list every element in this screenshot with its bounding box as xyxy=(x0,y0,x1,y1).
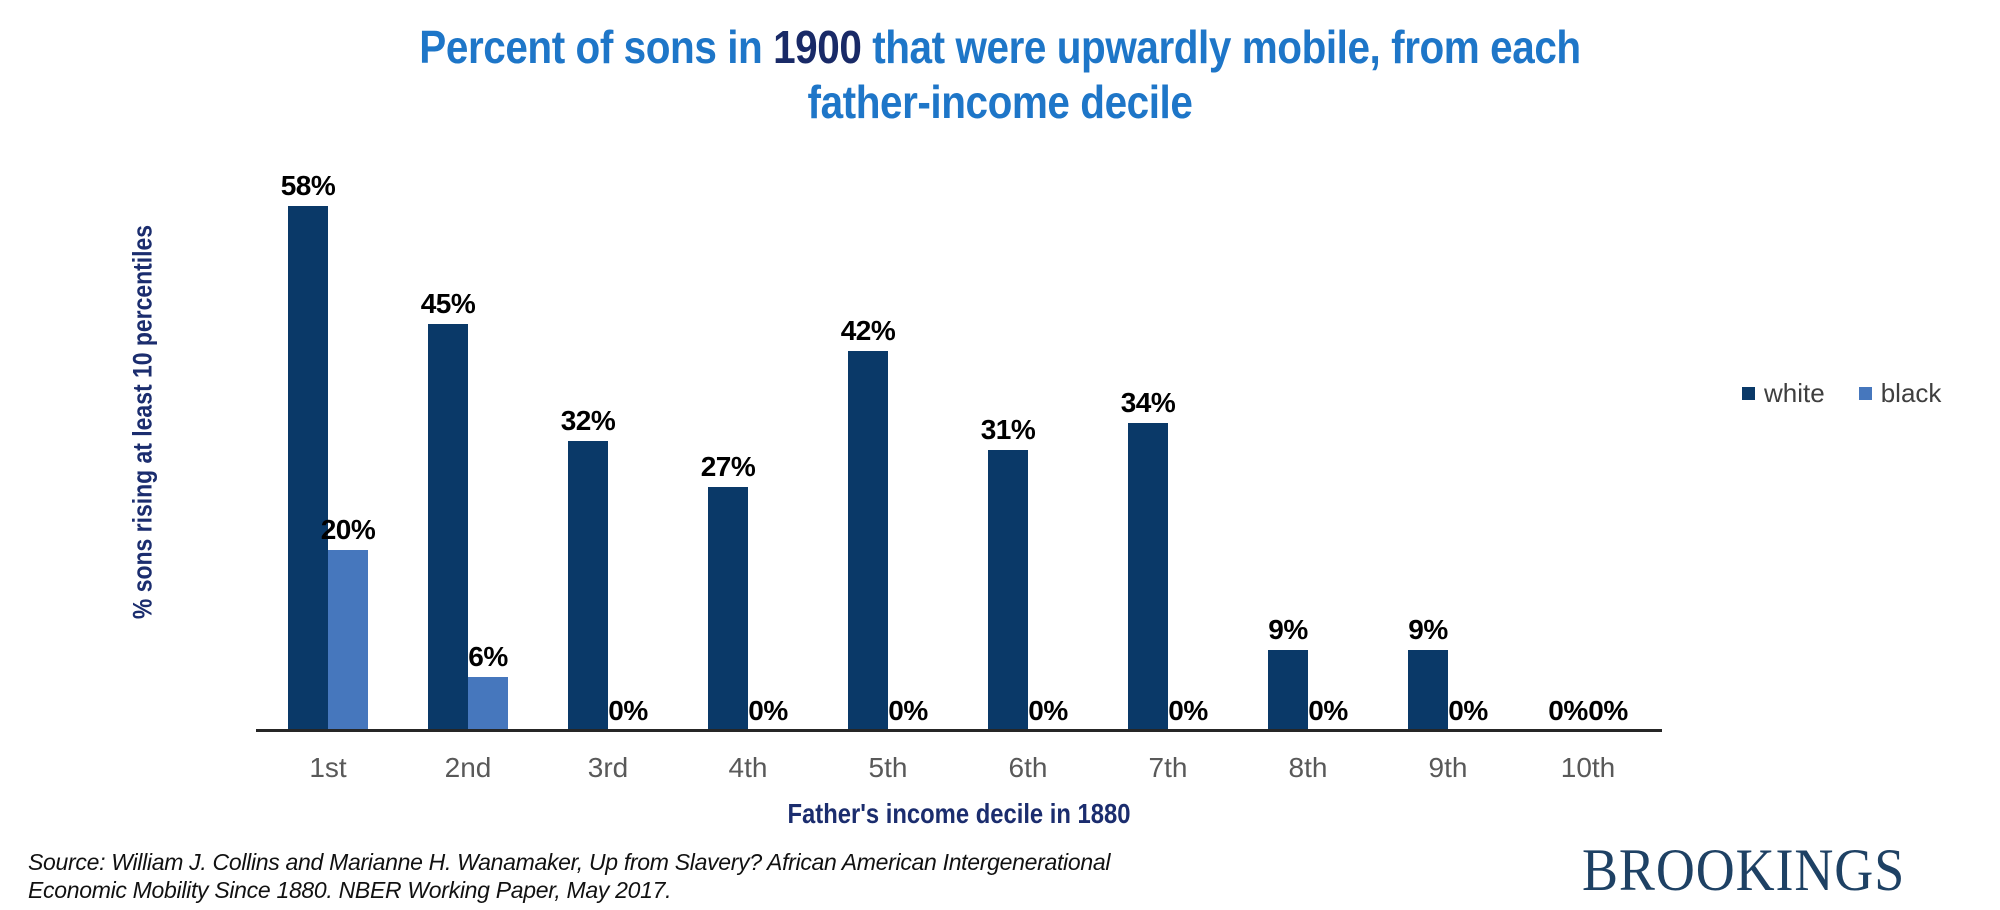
x-tick-4th: 4th xyxy=(728,752,768,783)
x-tick-2nd: 2nd xyxy=(444,752,492,783)
chart-title-text: Percent of sons in xyxy=(419,21,774,73)
bar-label-black-3rd: 0% xyxy=(608,695,648,726)
bar-label-white-7th: 34% xyxy=(1120,387,1176,418)
legend-label-white: white xyxy=(1764,378,1825,408)
bar-label-black-5th: 0% xyxy=(888,695,928,726)
bar-white-3rd xyxy=(568,441,608,731)
chart-title-year: 1900 xyxy=(773,21,862,73)
bar-label-white-10th: 0% xyxy=(1548,695,1588,726)
x-tick-8th: 8th xyxy=(1288,752,1328,783)
x-tick-7th: 7th xyxy=(1148,752,1188,783)
bar-black-2nd xyxy=(468,677,508,731)
bar-label-black-8th: 0% xyxy=(1308,695,1348,726)
bar-label-white-1st: 58% xyxy=(280,170,336,201)
bar-label-black-1st: 20% xyxy=(320,514,376,545)
legend-item-white: white xyxy=(1742,378,1825,409)
bar-label-white-2nd: 45% xyxy=(420,288,476,319)
bar-label-white-5th: 42% xyxy=(840,315,896,346)
legend-item-black: black xyxy=(1858,378,1942,409)
bar-black-1st xyxy=(328,550,368,731)
chart-title-text: that were upwardly mobile, from each xyxy=(861,21,1581,73)
bar-label-white-8th: 9% xyxy=(1268,614,1308,645)
bar-label-white-3rd: 32% xyxy=(560,405,616,436)
legend-label-black: black xyxy=(1880,378,1942,408)
bar-white-1st xyxy=(288,206,328,731)
brookings-logo: BROOKINGS xyxy=(1582,837,1906,903)
x-tick-9th: 9th xyxy=(1428,752,1468,783)
legend: white black xyxy=(1742,378,1941,409)
bar-white-5th xyxy=(848,351,888,731)
x-tick-10th: 10th xyxy=(1560,752,1616,783)
chart-title: Percent of sons in 1900 that were upward… xyxy=(120,20,1880,130)
x-axis-title: Father's income decile in 1880 xyxy=(787,798,1131,829)
bar-label-black-2nd: 6% xyxy=(468,641,508,672)
bar-label-black-6th: 0% xyxy=(1028,695,1068,726)
x-tick-6th: 6th xyxy=(1008,752,1048,783)
source-note: Source: William J. Collins and Marianne … xyxy=(28,848,1110,904)
source-note-line-1: Source: William J. Collins and Marianne … xyxy=(28,849,1111,875)
bar-white-6th xyxy=(988,450,1028,731)
bar-white-9th xyxy=(1408,650,1448,731)
legend-swatch-black-icon xyxy=(1858,387,1872,400)
bar-white-7th xyxy=(1128,423,1168,731)
chart-title-line-2: father-income decile xyxy=(807,76,1193,128)
bar-white-4th xyxy=(708,487,748,731)
source-note-line-2: Economic Mobility Since 1880. NBER Worki… xyxy=(28,877,672,903)
bar-label-black-4th: 0% xyxy=(748,695,788,726)
x-tick-1st: 1st xyxy=(309,752,347,783)
legend-swatch-white-icon xyxy=(1742,387,1755,400)
bar-label-black-7th: 0% xyxy=(1168,695,1208,726)
bar-label-white-6th: 31% xyxy=(980,414,1036,445)
chart-title-line-1: Percent of sons in 1900 that were upward… xyxy=(120,20,1880,75)
bar-label-black-9th: 0% xyxy=(1448,695,1488,726)
bar-label-white-9th: 9% xyxy=(1408,614,1448,645)
x-axis-line xyxy=(256,729,1662,732)
bar-white-2nd xyxy=(428,324,468,731)
x-tick-5th: 5th xyxy=(868,752,908,783)
x-tick-3rd: 3rd xyxy=(587,752,629,783)
bar-label-white-4th: 27% xyxy=(700,451,756,482)
bar-label-black-10th: 0% xyxy=(1588,695,1628,726)
bar-white-8th xyxy=(1268,650,1308,731)
